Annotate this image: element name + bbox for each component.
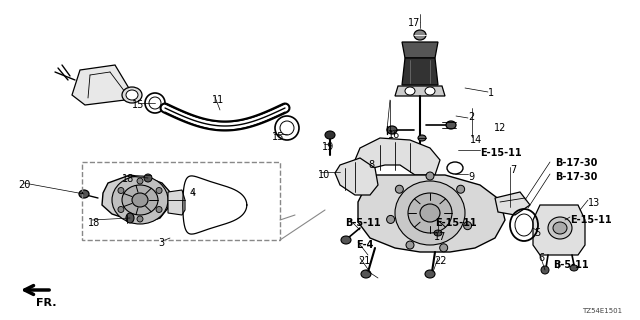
Ellipse shape [463, 222, 472, 230]
Ellipse shape [457, 185, 465, 193]
Ellipse shape [418, 135, 426, 141]
Text: 1: 1 [488, 88, 494, 98]
Text: 15: 15 [272, 132, 284, 142]
Polygon shape [533, 205, 585, 255]
Text: 11: 11 [212, 95, 224, 105]
Ellipse shape [325, 131, 335, 139]
Ellipse shape [440, 244, 448, 252]
Bar [82, 162, 280, 240]
Ellipse shape [425, 87, 435, 95]
Ellipse shape [395, 181, 465, 245]
Ellipse shape [446, 121, 456, 129]
Text: E-15-11: E-15-11 [435, 218, 477, 228]
Text: B-5-11: B-5-11 [553, 260, 589, 270]
Polygon shape [395, 86, 445, 96]
Ellipse shape [553, 222, 567, 234]
Polygon shape [335, 158, 378, 195]
Ellipse shape [156, 188, 162, 194]
Ellipse shape [118, 206, 124, 212]
Ellipse shape [387, 215, 395, 223]
Ellipse shape [434, 230, 442, 236]
Ellipse shape [408, 193, 452, 233]
Text: 8: 8 [368, 160, 374, 170]
Ellipse shape [122, 87, 142, 103]
Text: 18: 18 [122, 174, 134, 184]
Text: 10: 10 [318, 170, 330, 180]
Ellipse shape [405, 87, 415, 95]
Ellipse shape [341, 236, 351, 244]
Text: 12: 12 [494, 123, 506, 133]
Text: 21: 21 [358, 256, 371, 266]
Text: 20: 20 [18, 180, 30, 190]
Polygon shape [168, 190, 185, 215]
Polygon shape [402, 58, 438, 85]
Ellipse shape [144, 174, 152, 182]
Ellipse shape [570, 265, 578, 271]
Polygon shape [102, 175, 170, 222]
Text: 4: 4 [190, 188, 196, 198]
Ellipse shape [112, 176, 168, 224]
Ellipse shape [122, 185, 158, 215]
Text: 14: 14 [470, 135, 483, 145]
Text: 6: 6 [538, 253, 544, 263]
Ellipse shape [420, 204, 440, 222]
Ellipse shape [396, 185, 403, 193]
Text: E-4: E-4 [356, 240, 373, 250]
Text: E-15-11: E-15-11 [480, 148, 522, 158]
Text: 17: 17 [408, 18, 420, 28]
Ellipse shape [126, 213, 134, 223]
Text: B-5-11: B-5-11 [345, 218, 381, 228]
Text: TZ54E1501: TZ54E1501 [582, 308, 622, 314]
Ellipse shape [118, 188, 124, 194]
Text: 5: 5 [534, 228, 540, 238]
Ellipse shape [156, 206, 162, 212]
Polygon shape [358, 175, 505, 252]
Text: 19: 19 [322, 142, 334, 152]
Ellipse shape [79, 190, 89, 198]
Text: 9: 9 [468, 172, 474, 182]
Polygon shape [495, 192, 530, 215]
Ellipse shape [387, 126, 397, 134]
Text: B-17-30: B-17-30 [555, 158, 597, 168]
Ellipse shape [548, 217, 572, 239]
Ellipse shape [361, 270, 371, 278]
Text: E-15-11: E-15-11 [570, 215, 612, 225]
Polygon shape [72, 65, 130, 105]
Text: 15: 15 [132, 100, 145, 110]
Ellipse shape [406, 241, 414, 249]
Text: B-17-30: B-17-30 [555, 172, 597, 182]
Text: 7: 7 [510, 165, 516, 175]
Text: 13: 13 [588, 198, 600, 208]
Ellipse shape [126, 90, 138, 100]
Ellipse shape [137, 178, 143, 184]
Ellipse shape [414, 30, 426, 40]
Text: 22: 22 [434, 256, 447, 266]
Polygon shape [355, 138, 440, 175]
Polygon shape [402, 42, 438, 58]
Text: 17: 17 [434, 232, 446, 242]
Text: 2: 2 [468, 112, 474, 122]
Ellipse shape [541, 266, 549, 274]
Text: 16: 16 [388, 130, 400, 140]
Ellipse shape [425, 270, 435, 278]
Text: 18: 18 [88, 218, 100, 228]
Text: 3: 3 [158, 238, 164, 248]
Ellipse shape [426, 172, 434, 180]
Text: FR.: FR. [36, 298, 56, 308]
Ellipse shape [137, 216, 143, 222]
Ellipse shape [132, 193, 148, 207]
